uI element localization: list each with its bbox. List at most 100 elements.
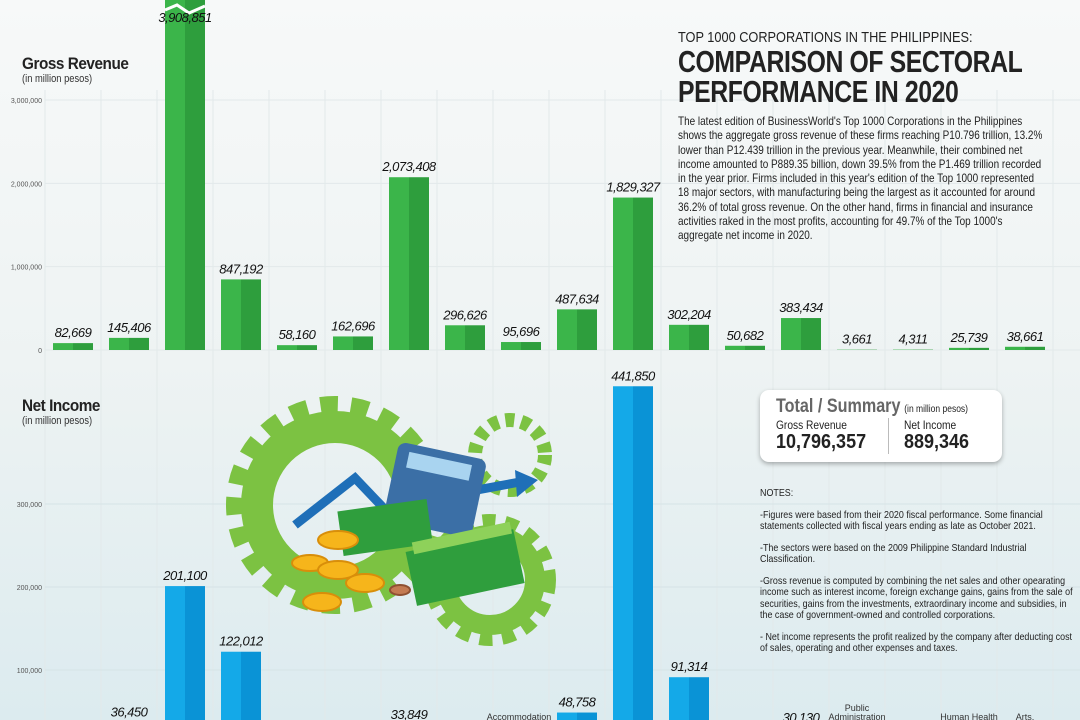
gross-revenue-bar-shade <box>745 345 765 350</box>
summary-title: Total / Summary <box>776 396 901 417</box>
summary-unit: (in million pesos) <box>904 404 969 415</box>
y-tick-label: 300,000 <box>17 502 42 509</box>
category-label: Human Health <box>940 712 998 720</box>
gross-revenue-value-label: 25,739 <box>950 330 988 345</box>
gross-revenue-value-label: 1,829,327 <box>606 180 661 195</box>
gross-revenue-bar <box>781 318 801 350</box>
net-income-value-label: 91,314 <box>671 659 708 674</box>
gross-revenue-value-label: 50,682 <box>727 328 765 343</box>
net-income-label: Net Income <box>904 418 957 432</box>
net-income-value-label: 441,850 <box>611 368 656 383</box>
gross-revenue-value-label: 847,192 <box>219 261 264 276</box>
gross-revenue-value-label: 95,696 <box>503 324 541 339</box>
gross-revenue-bar <box>221 279 241 350</box>
gross-revenue-value-label: 4,311 <box>898 332 927 347</box>
note-item: -Figures were based from their 2020 fisc… <box>760 508 1043 532</box>
net-income-bar <box>557 712 577 720</box>
net-income-unit: (in million pesos) <box>22 415 93 427</box>
divider <box>888 418 889 454</box>
gross-revenue-bar-shade <box>801 318 821 350</box>
gross-revenue-total: 10,796,357 <box>776 431 867 453</box>
gross-revenue-bar <box>53 343 73 350</box>
gross-revenue-bar-shade <box>353 336 373 350</box>
gross-revenue-value-label: 296,626 <box>442 307 488 322</box>
intro-text: The latest edition of BusinessWorld's To… <box>678 114 1043 243</box>
gross-revenue-bar-shade <box>297 345 317 350</box>
gross-revenue-bar-shade <box>129 337 149 350</box>
net-income-bar-shade <box>241 651 261 720</box>
notes: NOTES: -Figures were based from their 20… <box>760 487 1075 665</box>
gross-revenue-value-label: 302,204 <box>667 307 711 322</box>
gross-revenue-bar-shade <box>577 309 597 350</box>
net-income-value-label: 30,130 <box>783 710 821 720</box>
axis-break-mark <box>164 3 206 15</box>
y-tick-label: 0 <box>38 348 42 355</box>
gross-revenue-value-label: 383,434 <box>779 300 823 315</box>
gross-revenue-unit: (in million pesos) <box>22 73 93 85</box>
gross-revenue-value-label: 3,661 <box>842 332 872 347</box>
gross-revenue-bar-shade <box>185 0 205 350</box>
gross-revenue-bar-shade <box>73 343 93 350</box>
net-income-value-label: 122,012 <box>219 634 264 649</box>
note-item: - Net income represents the profit reali… <box>760 630 1073 654</box>
category-label: Administration <box>828 712 885 720</box>
net-income-bar <box>221 651 241 720</box>
note-item: -The sectors were based on the 2009 Phil… <box>760 541 1027 565</box>
gross-revenue-bar <box>501 342 521 350</box>
gross-revenue-bar <box>1005 346 1025 350</box>
notes-heading: NOTES: <box>760 487 794 499</box>
y-tick-label: 100,000 <box>17 668 42 675</box>
page-title: COMPARISON OF SECTORAL PERFORMANCE IN 20… <box>678 44 1022 109</box>
y-tick-label: 200,000 <box>17 585 42 592</box>
gross-revenue-bar <box>613 197 633 350</box>
gross-revenue-bar-shade <box>633 197 653 350</box>
net-income-value-label: 33,849 <box>391 707 428 720</box>
gross-revenue-bar-shade <box>969 347 989 350</box>
gross-revenue-bar-shade <box>409 177 429 350</box>
net-income-bar-shade <box>185 586 205 720</box>
gross-revenue-value-label: 487,634 <box>555 291 599 306</box>
gross-revenue-bar-shade <box>241 279 261 350</box>
gross-revenue-bar-shade <box>689 324 709 350</box>
gross-revenue-bar <box>669 324 689 350</box>
gross-revenue-bar-shade <box>465 325 485 350</box>
pretitle: TOP 1000 CORPORATIONS IN THE PHILIPPINES… <box>678 29 973 46</box>
category-label: Public <box>845 703 870 713</box>
category-label: Accommodation <box>487 712 552 720</box>
gross-revenue-bar <box>725 345 745 350</box>
net-income-total: 889,346 <box>904 431 970 453</box>
summary-card: Total / Summary (in million pesos) Gross… <box>760 390 1002 462</box>
y-tick-label: 3,000,000 <box>11 98 42 105</box>
gross-revenue-value-label: 145,406 <box>107 320 152 335</box>
y-tick-label: 1,000,000 <box>11 265 42 272</box>
gross-revenue-bar-shade <box>1025 346 1045 350</box>
category-label: Arts, <box>1016 712 1035 720</box>
gross-revenue-value-label: 82,669 <box>55 325 92 340</box>
net-income-value-label: 48,758 <box>559 695 597 710</box>
net-income-value-label: 36,450 <box>111 705 149 720</box>
net-income-bar <box>613 386 633 720</box>
net-income-bar <box>669 677 689 720</box>
net-income-title: Net Income <box>22 396 100 415</box>
net-income-value-label: 201,100 <box>162 568 208 583</box>
gross-revenue-value-label: 2,073,408 <box>381 159 437 174</box>
gross-revenue-bar <box>557 309 577 350</box>
gross-revenue-value-label: 162,696 <box>331 318 376 333</box>
note-item: -Gross revenue is computed by combining … <box>760 574 1073 621</box>
gross-revenue-bar-shade <box>521 342 541 350</box>
gross-revenue-value-label: 38,661 <box>1007 329 1044 344</box>
gross-revenue-bar <box>445 325 465 350</box>
net-income-bar-shade <box>633 386 653 720</box>
y-tick-label: 2,000,000 <box>11 181 42 188</box>
gross-revenue-title: Gross Revenue <box>22 54 129 73</box>
net-income-bar-shade <box>577 712 597 720</box>
gross-revenue-value-label: 3,908,851 <box>158 10 212 25</box>
gross-revenue-value-label: 58,160 <box>279 327 317 342</box>
net-income-bar <box>165 586 185 720</box>
gross-revenue-bar <box>165 0 185 350</box>
gross-revenue-bar <box>389 177 409 350</box>
gross-revenue-bar <box>277 345 297 350</box>
gross-revenue-bar <box>109 337 129 350</box>
gross-revenue-label: Gross Revenue <box>776 418 847 432</box>
